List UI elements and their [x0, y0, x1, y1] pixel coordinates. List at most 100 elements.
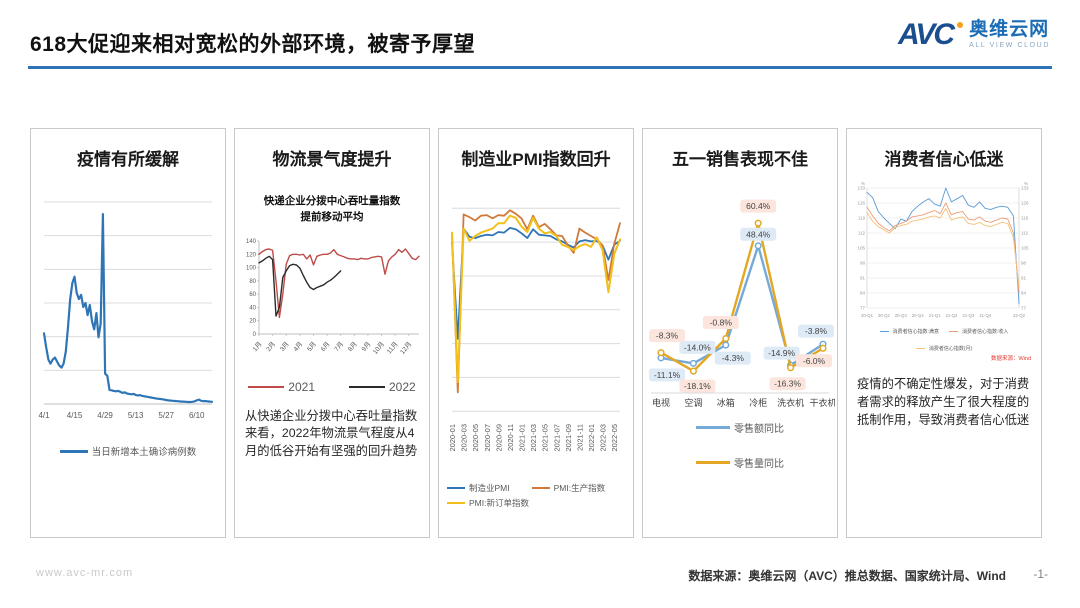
brand-logo: AVC 奥维云网 ALL VIEW CLOUD	[898, 20, 1050, 50]
logistics-legend: 2021 2022	[235, 380, 429, 394]
svg-text:冰箱: 冰箱	[717, 397, 735, 408]
svg-text:-14.9%: -14.9%	[768, 348, 795, 358]
panel-may-sales: 五一销售表现不佳 -11.1% -14.0% -4.3% 48.4% -14.9% -3.…	[642, 128, 838, 538]
legend-label: PMI:生产指数	[553, 483, 606, 493]
page-title: 618大促迎来相对宽松的外部环境，被寄予厚望	[30, 33, 476, 56]
legend-item: 消费者信心指数:满意	[879, 328, 939, 335]
legend-line-icon	[447, 502, 465, 504]
logo-tagline: ALL VIEW CLOUD	[969, 42, 1050, 49]
svg-text:91: 91	[1021, 276, 1027, 281]
svg-text:2021-07: 2021-07	[552, 424, 561, 452]
panel-title: 疫情有所缓解	[77, 150, 179, 169]
legend-line-icon	[59, 449, 88, 453]
panel-title: 制造业PMI指数回升	[461, 150, 611, 169]
svg-text:洗衣机: 洗衣机	[777, 397, 804, 408]
confidence-legend: 消费者信心指数:满意 消费者信心指数:收入 消费者信心指数(月)	[847, 328, 1041, 352]
svg-text:12月: 12月	[398, 340, 413, 356]
logo-name: 奥维云网	[969, 19, 1050, 40]
svg-text:4月: 4月	[292, 340, 305, 353]
svg-text:7月: 7月	[333, 340, 346, 353]
svg-text:2022-03: 2022-03	[599, 424, 608, 452]
svg-text:2020-03: 2020-03	[460, 424, 469, 452]
svg-text:126: 126	[1021, 201, 1029, 206]
svg-text:2020-01: 2020-01	[448, 424, 457, 452]
svg-text:2022-01: 2022-01	[587, 424, 596, 452]
legend-item: 当日新增本土确诊病例数	[59, 444, 197, 458]
svg-text:电视: 电视	[652, 397, 670, 408]
svg-text:2020-05: 2020-05	[471, 424, 480, 452]
svg-text:133: 133	[857, 186, 865, 191]
svg-text:40: 40	[249, 305, 256, 311]
svg-text:2021-05: 2021-05	[541, 424, 550, 452]
svg-text:21-Q1: 21-Q1	[929, 313, 942, 318]
svg-text:77: 77	[1021, 306, 1027, 311]
watermark: www.avc-mr.com	[36, 567, 134, 579]
svg-text:%: %	[861, 181, 865, 186]
svg-text:0: 0	[253, 332, 257, 338]
header-divider	[28, 66, 1052, 69]
svg-text:105: 105	[1021, 246, 1029, 251]
svg-text:21-Q4: 21-Q4	[979, 313, 992, 318]
covid-chart: 4/1 4/15 4/29 5/13 5/27 6/10	[38, 201, 213, 420]
svg-text:-11.1%: -11.1%	[654, 370, 681, 380]
legend-line-icon	[696, 461, 730, 464]
panel-covid: 疫情有所缓解 4/1 4/15 4/29 5/13 5/27 6/10 当日新增本土确诊病…	[30, 128, 226, 538]
chart-subtitle: 快递企业分拨中心吞吐量指数 提前移动平均	[263, 195, 401, 223]
panel-title: 物流景气度提升	[272, 150, 392, 169]
svg-text:91: 91	[860, 276, 866, 281]
svg-text:2021-01: 2021-01	[518, 424, 527, 452]
panel-title: 五一销售表现不佳	[672, 150, 808, 169]
svg-text:-6.0%: -6.0%	[803, 356, 826, 366]
legend-label: 制造业PMI	[469, 483, 510, 493]
svg-text:4/1: 4/1	[38, 411, 50, 420]
panel-note: 从快递企业分拨中心吞吐量指数来看，2022年物流景气程度从4月的低谷开始有坚强的…	[245, 408, 418, 459]
pmi-chart: 2020-01 2020-03 2020-05 2020-07 2020-09 2020-…	[448, 207, 621, 452]
avc-logo-icon: AVC	[897, 18, 955, 51]
svg-text:1月: 1月	[251, 340, 264, 353]
svg-text:9月: 9月	[360, 340, 373, 353]
svg-text:6月: 6月	[319, 340, 332, 353]
svg-text:133: 133	[1021, 186, 1029, 191]
panel-logistics: 物流景气度提升 快递企业分拨中心吞吐量指数 提前移动平均 0 20 40 60 80 10…	[234, 128, 430, 538]
svg-text:2021-11: 2021-11	[575, 424, 584, 451]
svg-text:98: 98	[1021, 261, 1027, 266]
svg-text:空调: 空调	[684, 397, 702, 408]
svg-text:60.4%: 60.4%	[746, 201, 771, 211]
svg-text:4/15: 4/15	[66, 411, 82, 420]
confidence-chart: 77 77 84 84 91 91 98 98 105 105 112 112 119 119 126 126…	[857, 181, 1029, 318]
svg-text:-3.8%: -3.8%	[805, 326, 828, 336]
chart-panels: 疫情有所缓解 4/1 4/15 4/29 5/13 5/27 6/10 当日新增本土确诊病…	[30, 128, 1042, 538]
legend-label: 消费者信心指数:满意	[892, 329, 939, 335]
legend-label: 消费者信心指数:收入	[962, 329, 1009, 335]
svg-text:80: 80	[249, 278, 256, 284]
logo-dot-icon	[957, 22, 964, 28]
panel-confidence: 消费者信心低迷 77 77 84 84 91 91 98 98 105 105 112 112 119 1…	[846, 128, 1042, 538]
svg-text:105: 105	[857, 246, 865, 251]
svg-text:-4.3%: -4.3%	[722, 353, 745, 363]
svg-text:21-Q3: 21-Q3	[962, 313, 975, 318]
svg-text:5/27: 5/27	[158, 411, 174, 420]
svg-text:98: 98	[860, 261, 866, 266]
legend-label: 当日新增本土确诊病例数	[91, 447, 197, 458]
svg-text:22-Q2: 22-Q2	[1013, 313, 1026, 318]
svg-text:2020-07: 2020-07	[483, 424, 492, 452]
svg-text:2020-09: 2020-09	[494, 424, 503, 452]
data-source: 数据来源：奥维云网（AVC）推总数据、国家统计局、Wind	[688, 569, 1006, 583]
legend-item: 消费者信心指数:收入	[949, 328, 1008, 335]
legend-line-icon	[531, 487, 550, 489]
legend-line-icon	[349, 385, 385, 388]
legend-line-icon	[696, 426, 730, 429]
svg-text:5/13: 5/13	[127, 411, 143, 420]
legend-label: 零售额同比	[734, 424, 784, 435]
legend-item: PMI:新订单指数	[447, 497, 529, 509]
svg-text:10月: 10月	[371, 340, 386, 356]
svg-text:20-Q4: 20-Q4	[912, 313, 925, 318]
svg-text:2020-11: 2020-11	[506, 424, 515, 451]
page-number: -1-	[1033, 567, 1048, 581]
svg-text:20: 20	[249, 318, 256, 324]
legend-item: 制造业PMI	[447, 482, 510, 494]
svg-text:2021-03: 2021-03	[529, 424, 538, 452]
may-sales-legend: 零售额同比 零售量同比	[643, 420, 837, 470]
